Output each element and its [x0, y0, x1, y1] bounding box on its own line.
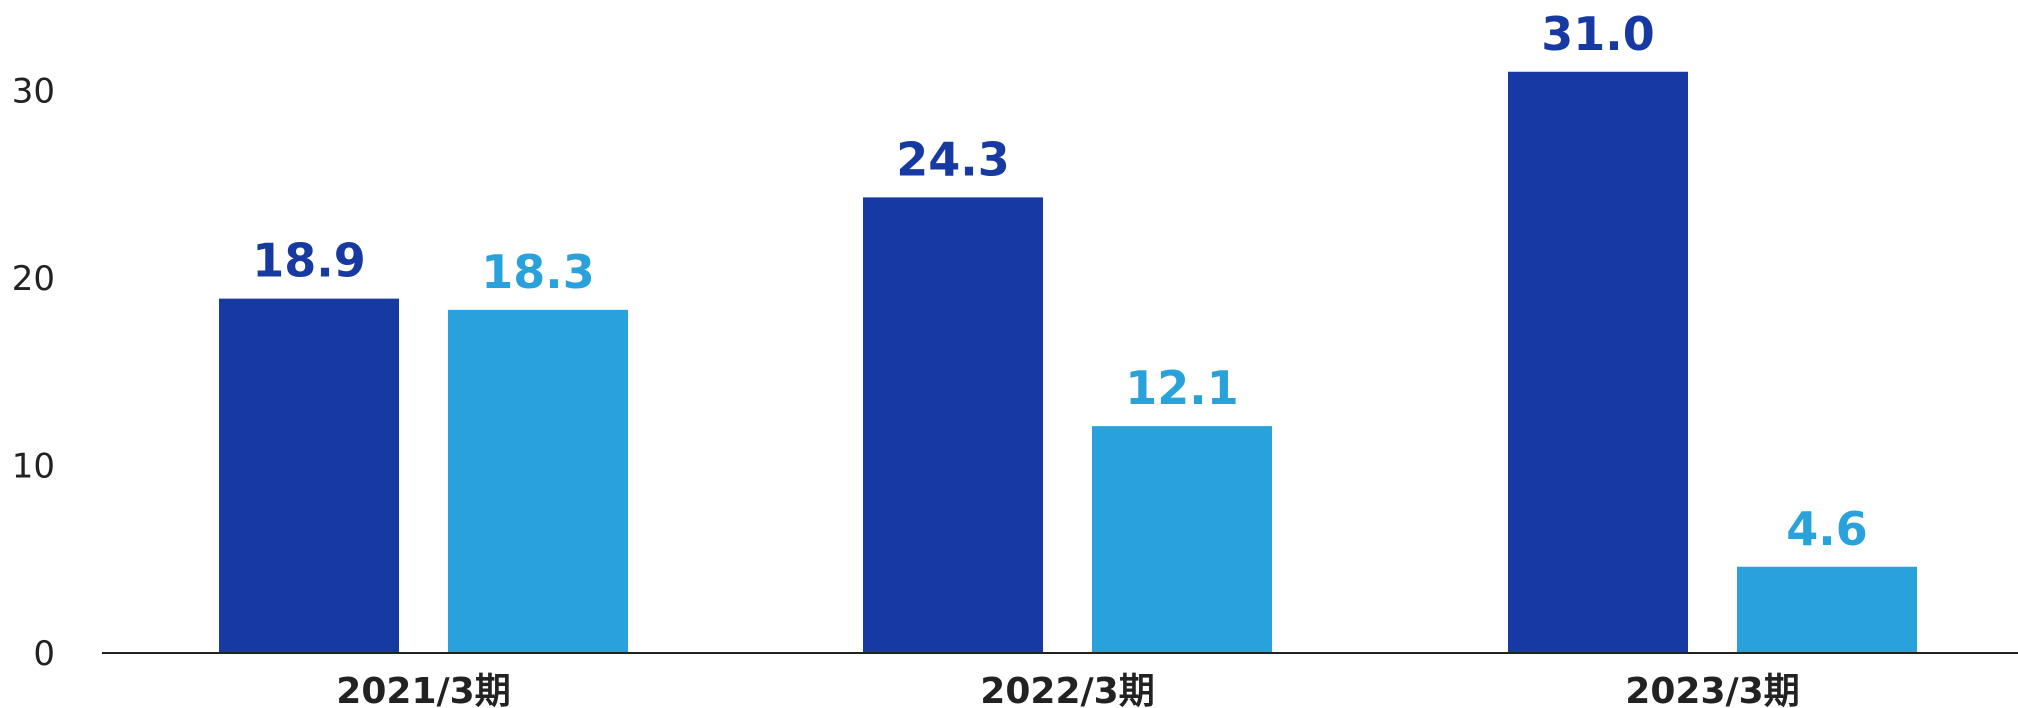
x-axis-ticks: 2021/3期 2022/3期 2023/3期 [336, 671, 1799, 708]
x-tick-label: 2023/3期 [1625, 671, 1799, 708]
y-tick-label: 20 [12, 259, 55, 299]
bar-1-2021/3期 [219, 298, 399, 653]
x-tick-label: 2022/3期 [980, 671, 1154, 708]
data-label: 24.3 [896, 132, 1010, 186]
x-tick-label: 2021/3期 [336, 671, 510, 708]
bar-2-2021/3期 [448, 309, 628, 653]
data-labels: 18.9 24.3 31.0 18.3 12.1 4.6 [252, 7, 1868, 556]
y-axis-ticks: 0 10 20 30 [12, 72, 55, 675]
data-label: 31.0 [1541, 7, 1655, 61]
data-label: 4.6 [1786, 502, 1868, 556]
bar-2-2023/3期 [1737, 566, 1917, 653]
bar-2-2022/3期 [1092, 426, 1272, 653]
y-tick-label: 10 [12, 447, 55, 487]
bar-1-2022/3期 [863, 197, 1043, 653]
bars [219, 71, 1917, 653]
data-label: 12.1 [1125, 361, 1239, 415]
data-label: 18.9 [252, 234, 366, 288]
y-tick-label: 30 [12, 72, 55, 112]
bar-1-2023/3期 [1508, 71, 1688, 653]
data-label: 18.3 [481, 245, 595, 299]
y-tick-label: 0 [33, 634, 55, 674]
